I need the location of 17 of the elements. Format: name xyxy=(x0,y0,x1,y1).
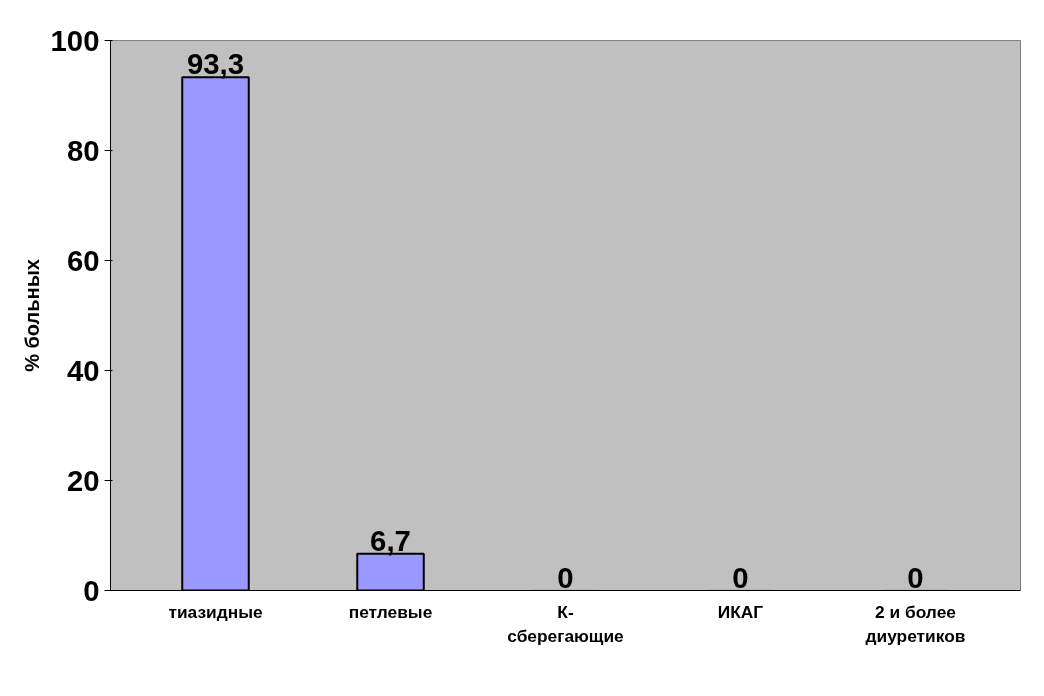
y-tick-label: 100 xyxy=(50,23,100,57)
data-label: 0 xyxy=(907,560,924,594)
y-tick-label: 40 xyxy=(66,353,100,387)
data-label: 0 xyxy=(557,560,574,594)
x-tick-label: ИКАГ xyxy=(717,601,764,622)
x-tick-label: 2 и более диуретиков xyxy=(865,601,966,646)
y-tick-label: 80 xyxy=(66,133,100,167)
x-tick-label: тиазидные xyxy=(168,601,263,622)
y-axis-title: % больных xyxy=(20,259,43,372)
x-tick-label: К-сберегающие xyxy=(507,601,625,646)
y-tick-label: 0 xyxy=(83,573,100,607)
y-tick-label: 60 xyxy=(66,243,100,277)
x-tick-label: петлевые xyxy=(348,601,433,622)
y-tick-label: 20 xyxy=(66,463,100,497)
data-label: 0 xyxy=(732,560,749,594)
data-label: 6,7 xyxy=(370,523,411,557)
data-label: 93,3 xyxy=(186,47,245,81)
